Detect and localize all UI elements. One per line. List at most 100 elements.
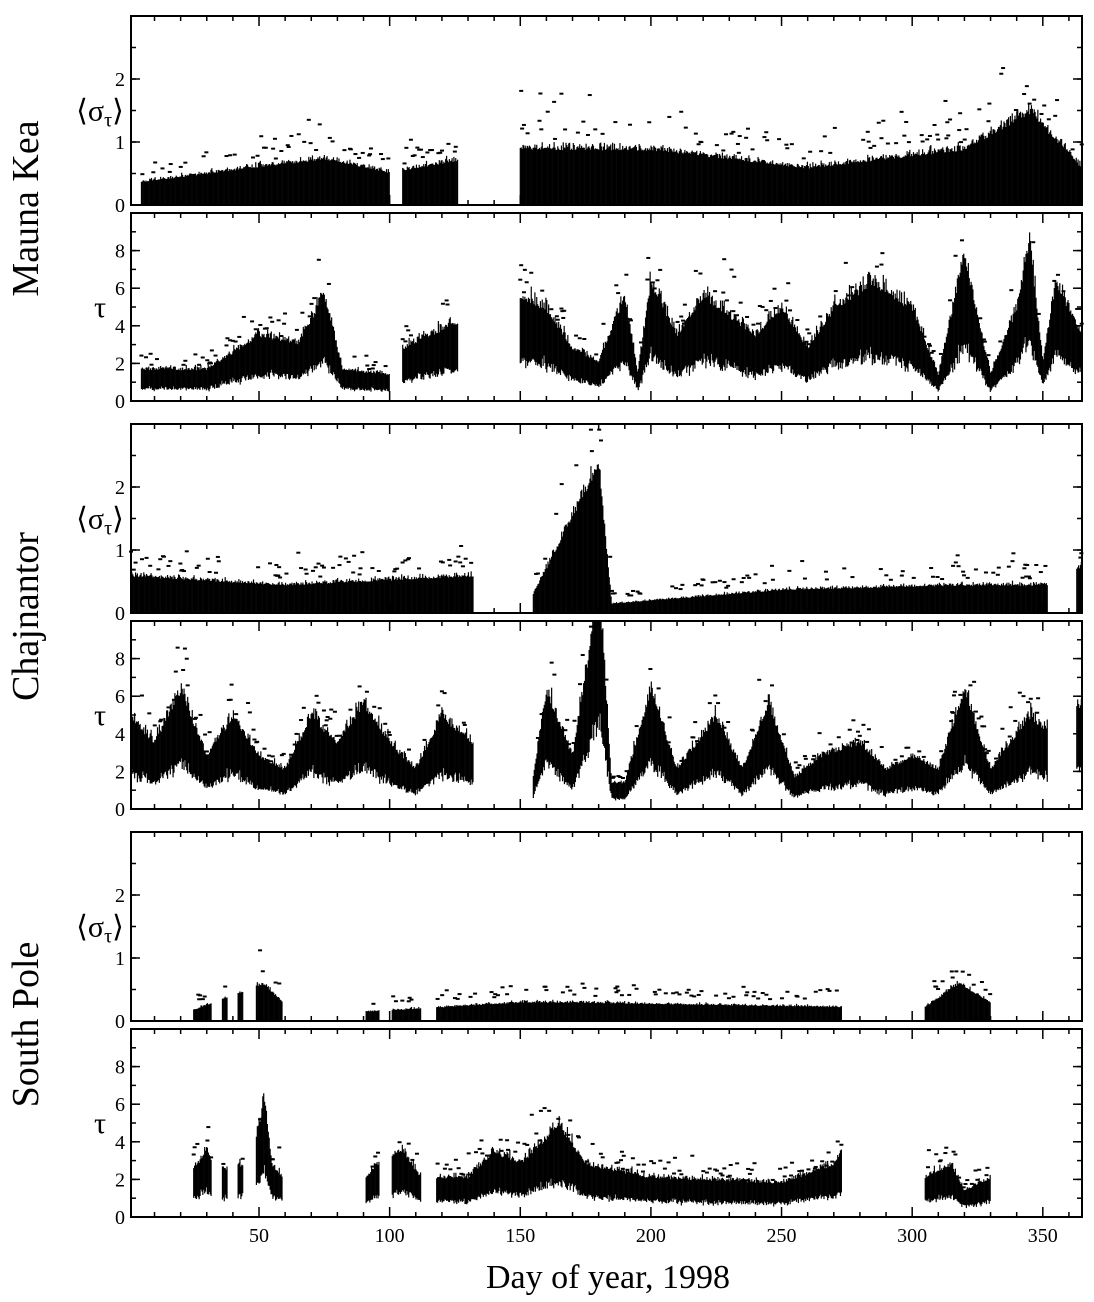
chajnantor-sigma-panel-point [215, 555, 220, 558]
mauna-kea-tau-panel-point [938, 352, 943, 355]
chajnantor-tau-panel-point [620, 776, 625, 779]
chajnantor-tau-panel-point [572, 719, 577, 722]
chajnantor-sigma-panel-point [456, 555, 461, 558]
mauna-kea-sigma-panel-point [986, 120, 991, 123]
chajnantor-sigma-panel-point [973, 568, 978, 571]
chajnantor-tau-panel-point [539, 713, 544, 716]
chajnantor-tau-panel-point [793, 761, 798, 764]
mauna-kea-sigma-panel-point [628, 123, 633, 126]
mauna-kea-tau-panel-point [959, 239, 964, 242]
chajnantor-tau-panel-point [580, 654, 585, 657]
mauna-kea-tau-panel-point [1031, 241, 1036, 244]
south-pole-sigma-panel-ytick-label: 1 [115, 948, 125, 970]
chajnantor-sigma-panel-point [158, 558, 163, 561]
mauna-kea-tau-panel-point [197, 363, 202, 366]
chajnantor-tau-panel-point [861, 723, 866, 726]
mauna-kea-sigma-panel-point [415, 146, 420, 149]
mauna-kea-tau-panel-point [555, 318, 560, 321]
chajnantor-tau-panel-point [722, 726, 727, 729]
chajnantor-sigma-panel-point [962, 574, 967, 577]
mauna-kea-tau-panel-point [807, 332, 812, 335]
chajnantor-sigma-panel-point [417, 567, 422, 570]
mauna-kea-sigma-panel-point [808, 150, 813, 153]
chajnantor-sigma-panel-point [884, 574, 889, 577]
mauna-kea-sigma-panel-point [1070, 148, 1075, 151]
chajnantor-sigma-panel-point [463, 557, 468, 560]
mauna-kea-tau-panel-point [316, 258, 321, 261]
chajnantor-sigma-panel-point [953, 561, 958, 564]
mauna-kea-tau-panel-ytick-label: 0 [115, 391, 125, 413]
chajnantor-tau-panel-point [299, 719, 304, 722]
chajnantor-tau-panel-point [921, 755, 926, 758]
mauna-kea-tau-panel-point [1079, 322, 1084, 325]
chajnantor-sigma-panel-point [629, 594, 634, 597]
chajnantor-sigma-panel-point [693, 584, 698, 587]
chajnantor-tau-panel-point [973, 710, 978, 713]
chajnantor-sigma-panel-point [370, 567, 375, 570]
mauna-kea-sigma-panel-point [828, 151, 833, 154]
mauna-kea-sigma-panel-point [314, 149, 319, 152]
mauna-kea-sigma-panel-point [559, 92, 564, 95]
mauna-kea-tau-panel-point [594, 353, 599, 356]
chajnantor-sigma-panel-point [351, 571, 356, 574]
chajnantor-sigma-panel-ytick-label: 0 [115, 603, 125, 625]
mauna-kea-sigma-panel-point [380, 158, 385, 161]
chajnantor-tau-panel-point [951, 694, 956, 697]
chajnantor-sigma-panel-point [770, 564, 775, 567]
mauna-kea-sigma-panel-point [899, 110, 904, 113]
chajnantor-sigma-panel-point [929, 567, 934, 570]
chajnantor-sigma-panel-point [597, 428, 602, 431]
mauna-kea-tau-panel-point [655, 279, 660, 282]
mauna-kea-sigma-panel-point [271, 147, 276, 150]
chajnantor-sigma-panel: 0 1 2 ⟨στ⟩ [76, 423, 1084, 625]
mauna-kea-sigma-panel-point [552, 100, 557, 103]
chajnantor-tau-panel-point [610, 776, 615, 779]
chajnantor-tau-panel-point [251, 728, 256, 731]
chajnantor-tau-panel-point [679, 759, 684, 762]
chajnantor-sigma-panel-point [440, 561, 445, 564]
mauna-kea-sigma-panel-point [902, 134, 907, 137]
chajnantor-sigma-panel-point [277, 566, 282, 569]
chajnantor-tau-panel-point [855, 730, 860, 733]
mauna-kea-sigma-panel-point [819, 150, 824, 153]
chajnantor-sigma-panel-point [1020, 576, 1025, 579]
south-pole-sigma-panel-point [223, 985, 228, 988]
chajnantor-sigma-panel-point [205, 557, 210, 560]
chajnantor-sigma-panel-point [638, 592, 643, 595]
mauna-kea-tau-panel-point [675, 320, 680, 323]
chajnantor-tau-panel-point [691, 736, 696, 739]
chajnantor-tau-panel-point [565, 718, 570, 721]
mauna-kea-sigma-panel-point [936, 138, 941, 141]
mauna-kea-tau-panel-point [998, 340, 1003, 343]
mauna-kea-sigma-panel-point [224, 155, 229, 158]
mauna-kea-tau-panel-point [519, 264, 524, 267]
south-pole-sigma-panel-point [202, 995, 207, 998]
mauna-kea-tau-panel-point [786, 282, 791, 285]
mauna-kea-sigma-panel-point [538, 92, 543, 95]
mauna-kea-tau-panel-point [224, 344, 229, 347]
chajnantor-tau-panel-point [184, 657, 189, 660]
chajnantor-sigma-panel-point [161, 555, 166, 558]
chajnantor-tau-panel-ytick-label: 4 [115, 724, 125, 746]
chajnantor-sigma-panel-point [196, 564, 201, 567]
mauna-kea-sigma-panel-point [425, 151, 430, 154]
mauna-kea-sigma-panel-point [412, 154, 417, 157]
chajnantor-tau-panel-point [461, 721, 466, 724]
mauna-kea-sigma-panel-point [178, 165, 183, 168]
mauna-kea-sigma-panel-point [545, 110, 550, 113]
chajnantor-sigma-panel-point [303, 568, 308, 571]
chajnantor-tau-panel-point [707, 702, 712, 705]
chajnantor-tau-panel-point [321, 709, 326, 712]
chajnantor-tau-panel-point [983, 748, 988, 751]
mauna-kea-tau-panel-point [258, 323, 263, 326]
chajnantor-sigma-panel-point [346, 560, 351, 563]
chajnantor-tau-panel-point [292, 743, 297, 746]
mauna-kea-tau-panel-point [213, 354, 218, 357]
mauna-kea-tau-panel-point [751, 323, 756, 326]
chajnantor-tau-panel-point [279, 754, 284, 757]
chajnantor-tau-panel-point [357, 685, 362, 688]
mauna-kea-sigma-panel-point [920, 140, 925, 143]
chajnantor-sigma-panel-point [207, 571, 212, 574]
chajnantor-sigma-panel-point [899, 574, 904, 577]
mauna-kea-sigma-panel-point [327, 136, 332, 139]
